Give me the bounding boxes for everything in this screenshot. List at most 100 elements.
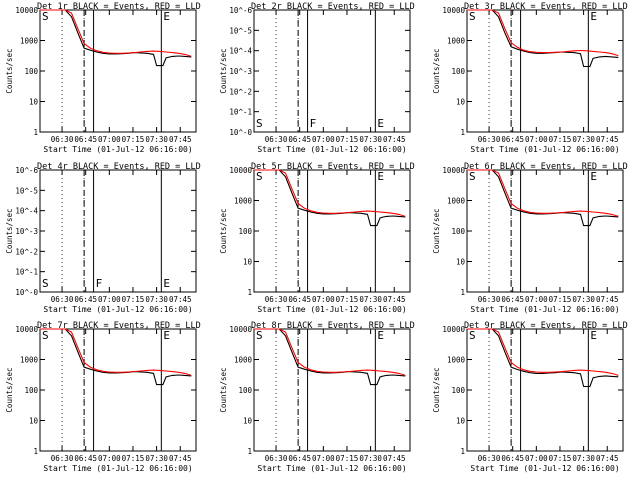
y-tick-label: 10000 [229, 325, 252, 334]
x-axis-label: Start Time (01-Jul-12 06:16:00) [257, 305, 406, 314]
marker-label-s: S [469, 170, 476, 183]
y-axis-label: Counts/sec [219, 48, 228, 93]
chart-panel-det-7r: Det 7r BLACK = Events, RED = LLD 1 10 100 10… [5, 321, 201, 473]
y-tick-label: 10^-1 [229, 108, 252, 117]
x-tick-label: 07:15 [549, 135, 572, 144]
panel-title: Det 1r BLACK = Events, RED = LLD [37, 2, 201, 12]
y-tick-label: 1000 [447, 197, 466, 206]
plot-frame [466, 9, 624, 133]
y-tick-label: 10^-3 [229, 67, 252, 76]
x-tick-label: 07:15 [549, 454, 572, 463]
x-tick-label: 06:45 [74, 454, 97, 463]
chart-panel-det-8r: Det 8r BLACK = Events, RED = LLD 1 10 100 10… [219, 321, 415, 473]
y-tick-label: 10^-0 [229, 128, 252, 137]
y-tick-label: 10000 [15, 325, 38, 334]
plot-frame [466, 169, 624, 293]
y-tick-label: 10 [29, 417, 39, 426]
y-tick-label: 10^-5 [15, 186, 38, 195]
x-tick-label: 06:30 [265, 454, 288, 463]
panel-title: Det 7r BLACK = Events, RED = LLD [37, 321, 201, 331]
x-tick-label: 07:15 [122, 135, 145, 144]
y-tick-label: 10^-0 [15, 288, 38, 297]
marker-label-e: E [377, 117, 384, 130]
y-tick-label: 10 [456, 98, 466, 107]
chart-panel-det-9r: Det 9r BLACK = Events, RED = LLD 1 10 100 10… [432, 321, 628, 473]
x-tick-label: 07:45 [169, 135, 192, 144]
y-tick-label: 10 [456, 258, 466, 267]
y-tick-label: 10000 [15, 6, 38, 15]
marker-label-e: E [377, 329, 384, 342]
panel-title: Det 5r BLACK = Events, RED = LLD [251, 162, 415, 172]
y-tick-label: 10 [29, 98, 39, 107]
y-axis-label: Counts/sec [5, 48, 14, 93]
y-tick-label: 1000 [234, 197, 253, 206]
plot-frame [253, 328, 411, 452]
y-tick-label: 100 [451, 227, 465, 236]
y-tick-label: 10^-6 [15, 166, 38, 175]
x-tick-label: 06:30 [265, 135, 288, 144]
y-tick-label: 10^-2 [15, 247, 38, 256]
y-tick-label: 10^-6 [229, 6, 252, 15]
x-tick-label: 07:00 [312, 135, 335, 144]
y-tick-label: 1000 [447, 37, 466, 46]
x-tick-label: 06:30 [478, 454, 501, 463]
x-tick-label: 07:00 [525, 454, 548, 463]
marker-label-s: S [256, 170, 263, 183]
x-tick-label: 07:45 [383, 135, 406, 144]
x-tick-label: 06:45 [501, 295, 524, 304]
y-tick-label: 10^-4 [15, 207, 38, 216]
x-tick-label: 07:00 [525, 135, 548, 144]
marker-label-s: S [256, 117, 263, 130]
x-tick-label: 06:45 [501, 135, 524, 144]
x-tick-label: 07:30 [572, 295, 595, 304]
x-axis-label: Start Time (01-Jul-12 06:16:00) [43, 145, 192, 154]
chart-panel-det-2r: Det 2r BLACK = Events, RED = LLD 10^-0 10^… [219, 2, 415, 154]
y-tick-label: 10 [243, 417, 253, 426]
series-line-lld [467, 328, 619, 376]
y-tick-label: 10 [456, 417, 466, 426]
y-axis-label: Counts/sec [219, 367, 228, 412]
x-axis-label: Start Time (01-Jul-12 06:16:00) [470, 464, 619, 473]
y-tick-label: 1 [460, 288, 465, 297]
y-tick-label: 100 [238, 227, 252, 236]
x-tick-label: 07:15 [122, 454, 145, 463]
chart-panel-det-1r: Det 1r BLACK = Events, RED = LLD 1 10 100 10… [5, 2, 201, 154]
series-line-events [467, 328, 619, 388]
x-axis-label: Start Time (01-Jul-12 06:16:00) [43, 305, 192, 314]
y-tick-label: 100 [451, 386, 465, 395]
x-tick-label: 07:45 [596, 454, 619, 463]
y-tick-label: 10000 [442, 166, 465, 175]
y-tick-label: 100 [451, 67, 465, 76]
x-tick-label: 06:30 [478, 295, 501, 304]
plot-frame [253, 9, 411, 133]
y-tick-label: 1 [460, 128, 465, 137]
x-tick-label: 06:30 [265, 295, 288, 304]
plot-frame [39, 9, 197, 133]
marker-label-s: S [42, 329, 49, 342]
y-axis-label: Counts/sec [5, 367, 14, 412]
y-tick-label: 10^-4 [229, 47, 252, 56]
x-tick-label: 06:45 [74, 135, 97, 144]
marker-label-e: E [163, 277, 170, 290]
panel-title: Det 9r BLACK = Events, RED = LLD [464, 321, 628, 331]
y-tick-label: 1 [247, 447, 252, 456]
y-tick-label: 10000 [442, 6, 465, 15]
x-tick-label: 07:15 [122, 295, 145, 304]
x-axis-label: Start Time (01-Jul-12 06:16:00) [257, 464, 406, 473]
marker-label-e: E [377, 170, 384, 183]
panel-title: Det 8r BLACK = Events, RED = LLD [251, 321, 415, 331]
y-tick-label: 1000 [20, 37, 39, 46]
y-axis-label: Counts/sec [219, 208, 228, 253]
x-tick-label: 07:45 [596, 295, 619, 304]
y-tick-label: 100 [24, 67, 38, 76]
y-tick-label: 1 [33, 447, 38, 456]
x-tick-label: 07:00 [525, 295, 548, 304]
marker-label-s: S [256, 329, 263, 342]
x-axis-label: Start Time (01-Jul-12 06:16:00) [470, 305, 619, 314]
x-tick-label: 07:15 [336, 295, 359, 304]
marker-label-e: E [590, 329, 597, 342]
panel-title: Det 3r BLACK = Events, RED = LLD [464, 2, 628, 12]
y-tick-label: 1 [247, 288, 252, 297]
x-axis-label: Start Time (01-Jul-12 06:16:00) [470, 145, 619, 154]
